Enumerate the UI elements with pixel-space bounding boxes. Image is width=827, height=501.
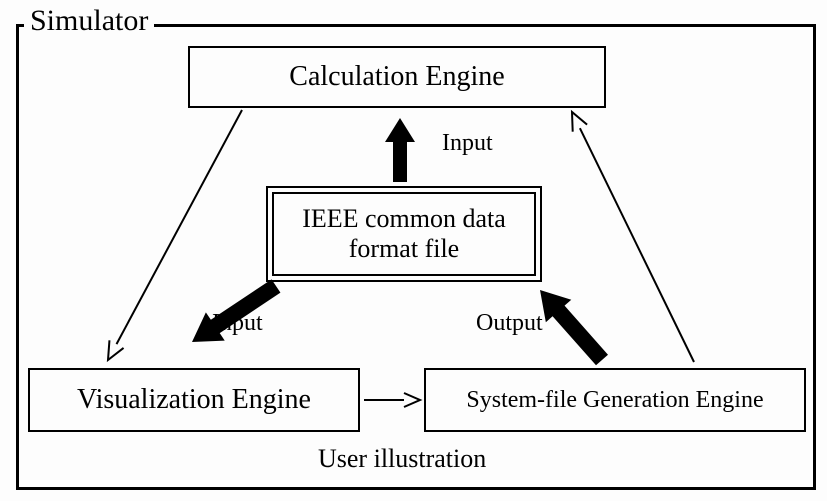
visualization-engine-box: Visualization Engine: [28, 368, 360, 432]
edge-label-output-right: Output: [476, 310, 543, 337]
ieee-label-line2: format file: [302, 234, 506, 264]
calculation-engine-box: Calculation Engine: [188, 46, 606, 108]
calculation-engine-label: Calculation Engine: [289, 61, 504, 93]
simulator-frame-title: Simulator: [24, 6, 154, 36]
edge-label-input-left: Input: [212, 310, 263, 337]
visualization-engine-label: Visualization Engine: [77, 384, 311, 416]
systemfile-generation-label: System-file Generation Engine: [466, 387, 763, 414]
edge-label-input-top: Input: [442, 130, 493, 157]
edge-label-user-illustration: User illustration: [318, 444, 486, 474]
diagram-canvas: Simulator Calculation Engine IEEE common…: [0, 0, 827, 501]
ieee-label-line1: IEEE common data: [302, 204, 506, 234]
ieee-label: IEEE common data format file: [302, 204, 506, 264]
ieee-box-inner: IEEE common data format file: [272, 192, 536, 276]
systemfile-generation-box: System-file Generation Engine: [424, 368, 806, 432]
